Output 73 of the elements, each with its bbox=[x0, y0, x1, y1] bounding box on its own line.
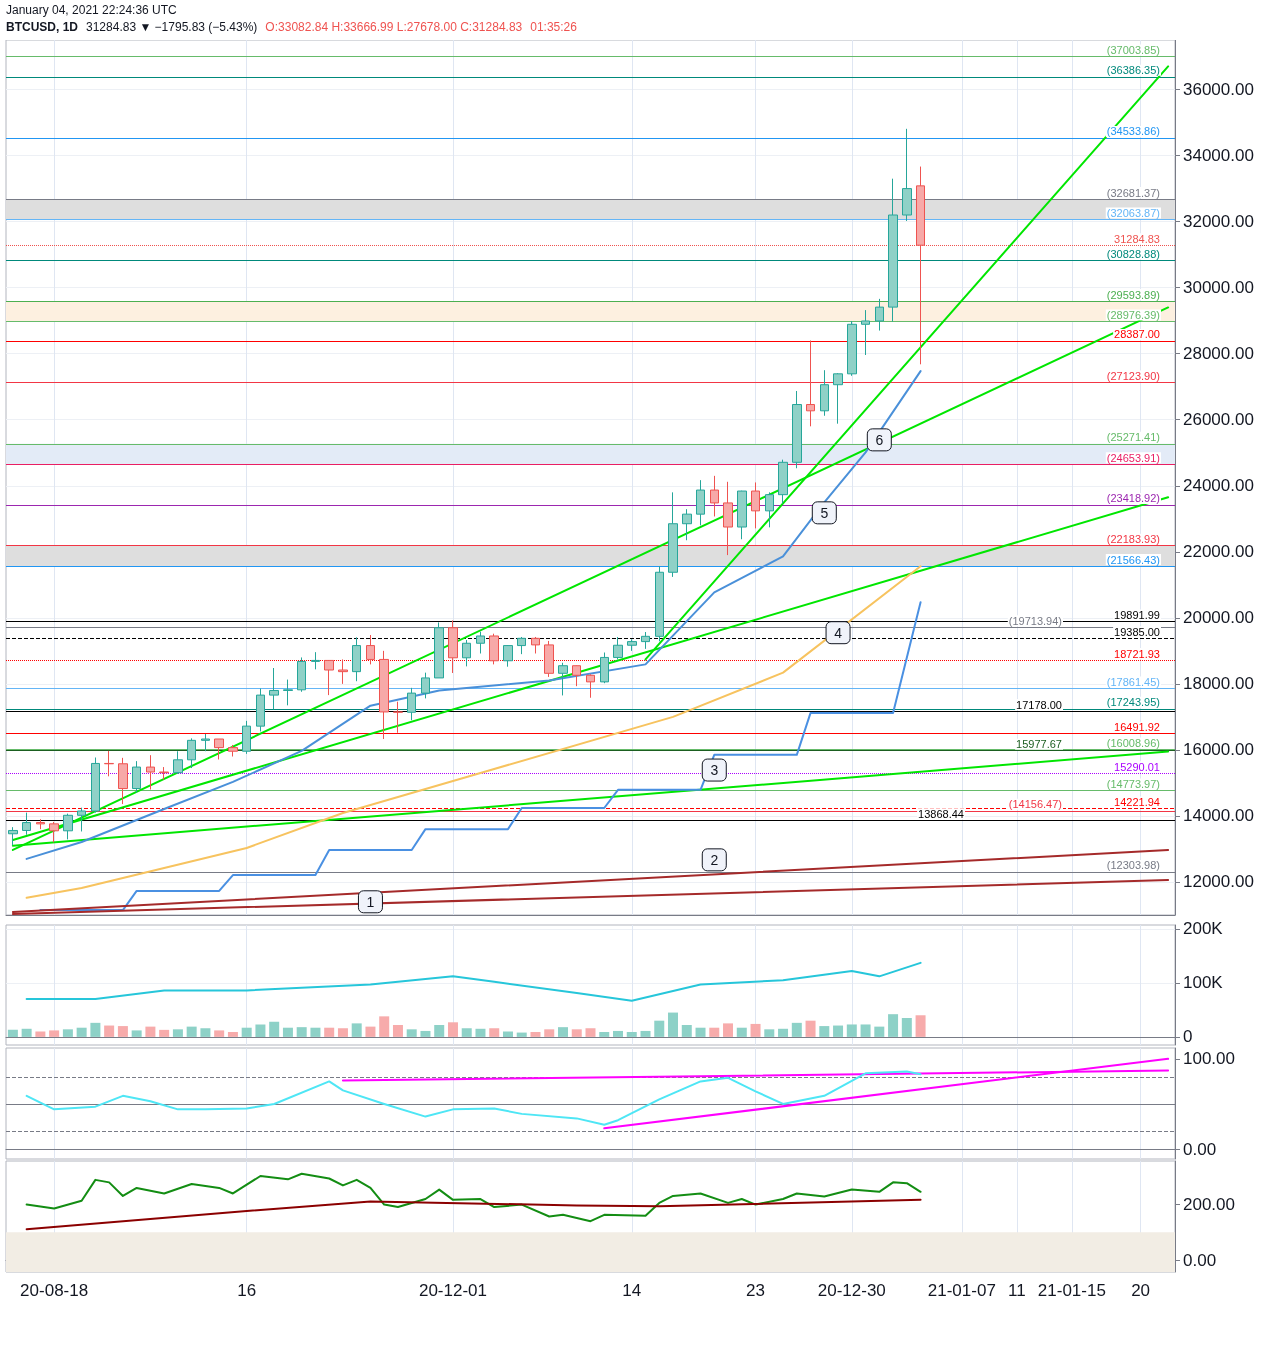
ref-line-label: (27123.90) bbox=[1106, 370, 1160, 383]
ref-line-label: 31284.83 bbox=[1114, 232, 1160, 245]
y-tick-label: 26000.00 bbox=[1183, 410, 1254, 430]
text: 01:35:26 bbox=[530, 20, 577, 34]
ref-line-label: 18721.93 bbox=[1114, 647, 1160, 660]
y-tick-label: 22000.00 bbox=[1183, 542, 1254, 562]
ref-line-label: 19385.00 bbox=[1114, 625, 1160, 638]
x-tick-label: 20-08-18 bbox=[20, 1281, 89, 1300]
ref-line-label: (29593.89) bbox=[1106, 288, 1160, 301]
y-tick-label: 100.00 bbox=[1183, 1049, 1235, 1069]
ref-line-label: (30828.88) bbox=[1106, 247, 1160, 260]
ref-line-label: 15977.67 bbox=[1016, 738, 1062, 751]
y-tick-label: 18000.00 bbox=[1183, 674, 1254, 694]
y-tick-label: 34000.00 bbox=[1183, 146, 1254, 166]
x-tick-label: 14 bbox=[622, 1281, 642, 1300]
ref-line-label: (24653.91) bbox=[1106, 451, 1160, 464]
ref-line-label: (23418.92) bbox=[1106, 492, 1160, 505]
ref-line-label: (37003.85) bbox=[1106, 43, 1160, 56]
x-tick-label: 20 bbox=[1131, 1281, 1151, 1300]
y-tick-label: 16000.00 bbox=[1183, 740, 1254, 760]
ref-line-label: 13868.44 bbox=[918, 807, 964, 820]
annotation: 5 bbox=[820, 504, 829, 521]
y-tick-label: 100K bbox=[1183, 973, 1224, 993]
y-tick-label: 200.00 bbox=[1183, 1195, 1235, 1215]
ref-line-label: 15290.01 bbox=[1114, 760, 1160, 773]
ref-line-label: (25271.41) bbox=[1106, 431, 1160, 444]
x-tick-label: 20-12-01 bbox=[418, 1281, 487, 1300]
ref-line-label: (32063.87) bbox=[1106, 206, 1160, 219]
ref-line-label: (34533.86) bbox=[1106, 125, 1160, 138]
ref-line-label: (21566.43) bbox=[1106, 553, 1160, 566]
ref-line-label: 16491.92 bbox=[1114, 721, 1160, 734]
chart-title: BTCUSD, 1D bbox=[6, 20, 79, 34]
x-tick-label: 16 bbox=[237, 1281, 257, 1300]
ref-line-label: 28387.00 bbox=[1114, 328, 1160, 341]
y-tick-label: 24000.00 bbox=[1183, 476, 1254, 496]
annotation: 4 bbox=[834, 624, 843, 641]
text: O:33082.84 H:33666.99 L:27678.00 C:31284.83 bbox=[265, 20, 523, 34]
x-tick-label: 21-01-07 bbox=[927, 1281, 996, 1300]
y-tick-label: 14000.00 bbox=[1183, 806, 1254, 826]
ref-line-label: (12303.98) bbox=[1106, 859, 1160, 872]
y-tick-label: 32000.00 bbox=[1183, 212, 1254, 232]
ref-line-label: (17243.95) bbox=[1106, 696, 1160, 709]
ref-line-label: (32681.37) bbox=[1106, 186, 1160, 199]
ref-line-label: (14773.97) bbox=[1106, 777, 1160, 790]
x-tick-label: 20-12-30 bbox=[817, 1281, 886, 1300]
ref-line-label: (19713.94) bbox=[1008, 614, 1062, 627]
y-tick-label: 200K bbox=[1183, 919, 1224, 939]
y-tick-label: 0 bbox=[1183, 1027, 1193, 1047]
y-tick-label: 28000.00 bbox=[1183, 344, 1254, 364]
x-tick-label: 11 bbox=[1008, 1281, 1026, 1300]
ref-line-label: 14221.94 bbox=[1114, 796, 1160, 809]
ref-line-label: 19891.99 bbox=[1114, 608, 1160, 621]
text: 31284.83 ▼ −1795.83 (−5.43%) bbox=[86, 20, 258, 34]
y-tick-label: 30000.00 bbox=[1183, 278, 1254, 298]
ref-line-label: (16008.96) bbox=[1106, 737, 1160, 750]
x-tick-label: 23 bbox=[746, 1281, 765, 1300]
ref-line-label: (17861.45) bbox=[1106, 675, 1160, 688]
y-tick-label: 0.00 bbox=[1183, 1250, 1217, 1270]
ref-line-label: (28976.39) bbox=[1106, 308, 1160, 321]
ref-line-label: (22183.93) bbox=[1106, 533, 1160, 546]
y-tick-label: 0.00 bbox=[1183, 1139, 1217, 1159]
annotation: 6 bbox=[875, 431, 884, 448]
y-tick-label: 12000.00 bbox=[1183, 872, 1254, 892]
annotation: 1 bbox=[366, 893, 375, 910]
y-tick-label: 36000.00 bbox=[1183, 80, 1254, 100]
ref-line-label: (14156.47) bbox=[1008, 798, 1062, 811]
annotation: 3 bbox=[710, 762, 719, 779]
chart-subtitle: January 04, 2021 22:24:36 UTC bbox=[6, 2, 178, 19]
annotation: 2 bbox=[710, 851, 719, 868]
ref-line-label: (36386.35) bbox=[1106, 64, 1160, 77]
ref-line-label: 17178.00 bbox=[1016, 698, 1062, 711]
x-tick-label: 21-01-15 bbox=[1037, 1281, 1106, 1300]
y-tick-label: 20000.00 bbox=[1183, 608, 1254, 628]
